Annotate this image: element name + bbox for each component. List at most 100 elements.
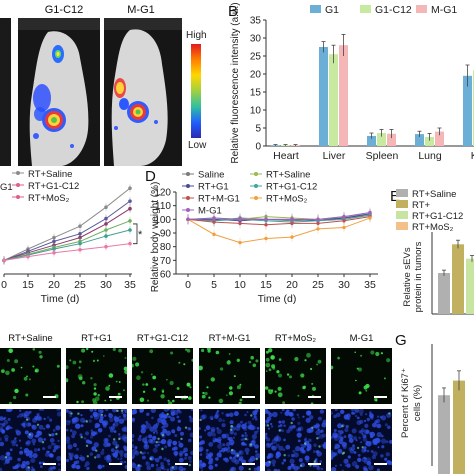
- y-axis-label-2: protein in tumors: [413, 241, 424, 312]
- legend-label: RT+MoS₂: [266, 194, 308, 205]
- x-tick-label: 0: [1, 279, 7, 291]
- scale-bar: [175, 396, 188, 398]
- series-point: [368, 216, 372, 220]
- series-point: [52, 251, 56, 255]
- y-tick-label: 10: [250, 106, 262, 117]
- x-tick-label: 15: [22, 279, 34, 291]
- x-tick-label: 25: [74, 279, 86, 291]
- legend-marker: [186, 196, 190, 200]
- legend-label: RT+G1-C12: [412, 211, 463, 222]
- x-tick-label: 35: [124, 279, 136, 291]
- legend-marker: [16, 183, 20, 187]
- series-point: [128, 199, 132, 203]
- x-tick-label: 20: [286, 279, 298, 291]
- microscopy-label: RT+M-G1: [208, 333, 251, 344]
- y-axis-label: Relative sEVs: [402, 247, 413, 306]
- series-line: [3, 187, 131, 261]
- y-axis-label-2: cells (%): [412, 385, 423, 421]
- bar-m-g1: [387, 133, 396, 146]
- scale-bar: [43, 396, 56, 398]
- x-tick-label: 20: [48, 279, 60, 291]
- series-point: [128, 228, 132, 232]
- series-point: [368, 210, 372, 215]
- y-axis-label: Relative fluorescence intensity (a.u.): [230, 2, 241, 163]
- y-tick-label: 25: [250, 52, 262, 63]
- series-point: [78, 224, 82, 228]
- bar-g1: [319, 47, 328, 146]
- panel-letter-b: B: [228, 3, 239, 20]
- legend-label: RT+Saline: [412, 189, 456, 200]
- bar: [452, 244, 464, 314]
- microscopy-label: RT+G1: [81, 333, 112, 344]
- series-point: [316, 227, 320, 231]
- bar-g1: [367, 135, 376, 146]
- panel-letter-d: D: [145, 168, 156, 185]
- series-point: [104, 228, 108, 232]
- series-line: [3, 208, 131, 261]
- legend-label-partial: G1: [0, 182, 13, 193]
- ki67-tile: [0, 348, 61, 404]
- series-point: [78, 247, 82, 252]
- ki67-tile: [199, 348, 260, 404]
- bar-g1: [415, 134, 424, 146]
- series-point: [104, 205, 108, 209]
- colorbar-low-label: Low: [188, 140, 207, 151]
- scale-bar: [109, 396, 122, 398]
- legend-marker: [16, 171, 20, 175]
- bar-g1-c12: [377, 133, 386, 146]
- legend-label: RT+G1-C12: [266, 182, 317, 193]
- series-point: [104, 244, 108, 249]
- ki67-tile: [331, 348, 392, 404]
- dapi-tile: [199, 409, 260, 471]
- legend-label: RT+M-G1: [198, 194, 240, 205]
- mouse-image-g1-c12: [18, 18, 100, 166]
- y-tick-label: 120: [154, 188, 171, 199]
- microscopy-label: RT+Saline: [8, 333, 53, 344]
- series-point: [290, 217, 294, 222]
- series-line: [3, 200, 131, 261]
- dapi-tile: [132, 409, 193, 471]
- x-tick-label: 5: [211, 279, 217, 291]
- series-point: [238, 240, 242, 245]
- series-point: [104, 222, 108, 226]
- x-tick-label: 0: [185, 279, 191, 291]
- x-axis-label: Time (d): [41, 293, 80, 305]
- legend-swatch: [396, 222, 408, 230]
- legend-label: RT+G1: [198, 182, 229, 193]
- scale-bar: [242, 463, 255, 465]
- legend-marker: [254, 196, 258, 200]
- x-axis-label: Time (d): [258, 293, 297, 305]
- x-tick-label: 35: [364, 279, 376, 291]
- mouse-image-partial: [0, 18, 11, 166]
- legend-marker: [186, 208, 190, 212]
- legend-label: Saline: [198, 170, 224, 181]
- scale-bar: [374, 463, 387, 465]
- y-tick-label: 80: [160, 242, 172, 253]
- series-point: [342, 225, 346, 230]
- microscopy-label: RT+G1-C12: [136, 333, 189, 344]
- series-point: [342, 214, 346, 219]
- legend-label: M-G1: [431, 4, 457, 16]
- legend-swatch: [360, 5, 371, 13]
- series-point: [186, 217, 190, 222]
- colorbar-high-label: High: [186, 30, 207, 41]
- bar-m-g1: [339, 45, 348, 147]
- scale-bar: [308, 463, 321, 465]
- legend-label: G1-C12: [375, 4, 412, 16]
- legend-label: RT+: [412, 200, 430, 211]
- x-tick-label: 30: [338, 279, 350, 291]
- x-tick-label: Heart: [273, 150, 299, 162]
- y-axis-label: Percent of Ki67⁺: [400, 368, 411, 438]
- series-point: [104, 216, 108, 221]
- bar: [438, 395, 450, 474]
- ki67-tile: [132, 348, 193, 404]
- scale-bar: [175, 463, 188, 465]
- legend-swatch: [396, 189, 408, 197]
- x-tick-label: Kic: [471, 150, 474, 162]
- mouse-image-m-g1: [104, 18, 182, 166]
- y-tick-label: 20: [250, 70, 262, 81]
- series-point: [2, 258, 6, 263]
- series-point: [238, 217, 242, 222]
- legend-label: RT+Saline: [28, 169, 72, 180]
- y-tick-label: 15: [250, 88, 262, 99]
